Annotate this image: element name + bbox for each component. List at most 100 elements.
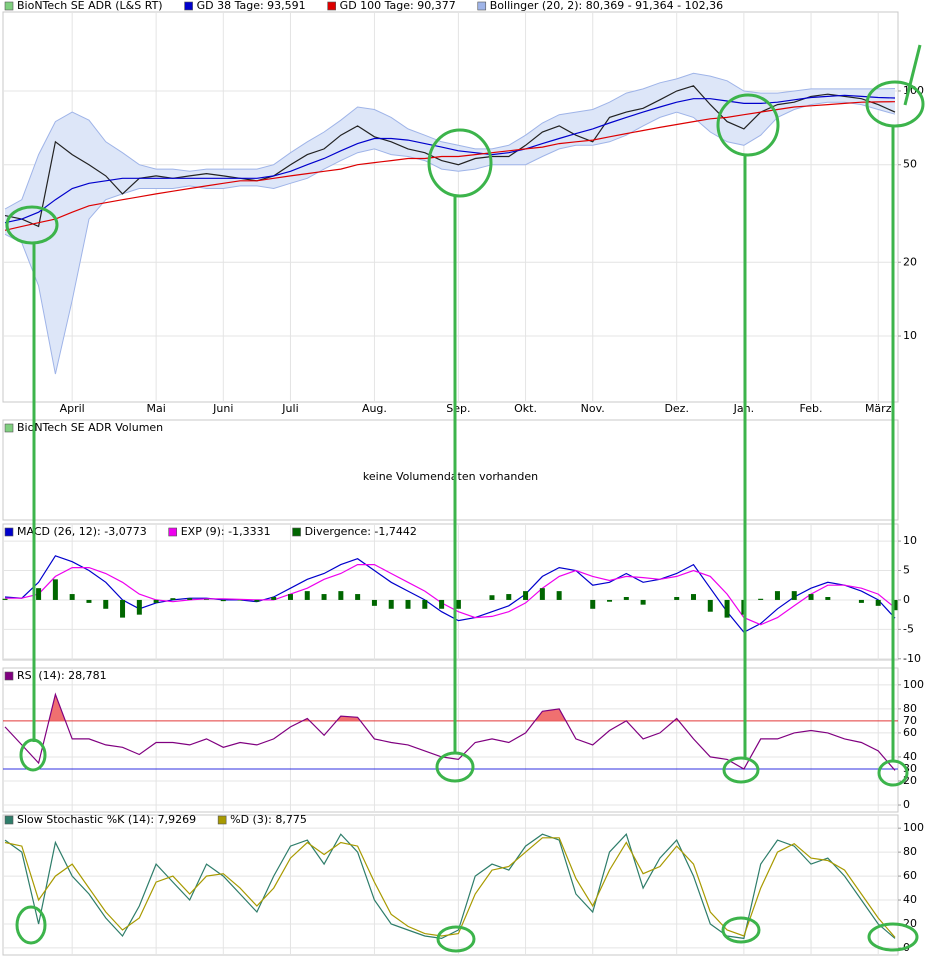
x-tick-label: Nov. <box>581 402 605 415</box>
legend-swatch <box>4 423 14 433</box>
y-tick-label: 5 <box>903 564 910 577</box>
bar <box>86 599 92 603</box>
legend-swatch <box>292 527 301 537</box>
legend-swatch <box>4 527 14 537</box>
bar <box>724 599 730 618</box>
annotation-circle <box>867 922 919 952</box>
band-area <box>5 73 895 374</box>
bar <box>136 599 142 615</box>
y-tick-label: 20 <box>903 255 917 268</box>
series-line <box>4 101 896 231</box>
y-tick-label: -10 <box>903 652 921 665</box>
bar <box>237 599 243 601</box>
annotation-circle <box>427 128 493 198</box>
y-tick-label: 10 <box>903 329 917 342</box>
bar <box>204 599 210 600</box>
y-tick-label: 10 <box>903 534 917 547</box>
y-tick-label: 40 <box>903 750 917 763</box>
bar <box>825 597 831 600</box>
bar <box>371 599 377 606</box>
legend-swatch <box>327 1 336 11</box>
legend-swatch <box>217 815 227 825</box>
y-tick-label: 80 <box>903 845 917 858</box>
y-tick-label: 80 <box>903 702 917 715</box>
y-tick-label: 0 <box>903 798 910 811</box>
legend-label: MACD (26, 12): -3,0773 <box>17 525 147 538</box>
y-tick-label: 100 <box>903 821 924 834</box>
bar <box>2 598 8 600</box>
annotation-circle <box>436 925 476 953</box>
bar <box>523 591 529 600</box>
bar <box>455 599 461 609</box>
legend-swatch <box>4 671 14 681</box>
bar <box>875 599 881 606</box>
bar <box>556 591 562 600</box>
bar <box>858 599 864 603</box>
bar <box>774 591 780 600</box>
panel-frame <box>2 814 899 956</box>
x-tick-label: Aug. <box>362 402 387 415</box>
x-tick-label: Dez. <box>664 402 689 415</box>
x-tick-label: Juni <box>212 402 233 415</box>
bar <box>220 599 226 602</box>
bar <box>489 595 495 600</box>
annotation-circle <box>19 738 47 772</box>
annotation-circle <box>877 759 909 787</box>
legend-swatch <box>477 1 487 11</box>
legend-label: %D (3): 8,775 <box>230 813 307 826</box>
y-tick-label: 60 <box>903 726 917 739</box>
y-tick-label: 40 <box>903 893 917 906</box>
bar <box>791 591 797 600</box>
bar <box>103 599 109 609</box>
bar <box>808 594 814 600</box>
annotation-circle <box>722 756 760 784</box>
bar <box>36 588 42 600</box>
x-tick-label: Jan. <box>733 402 754 415</box>
bar <box>758 598 764 600</box>
panel-frame <box>2 523 899 661</box>
series-line <box>4 837 896 938</box>
bar <box>405 599 411 609</box>
band-lower <box>4 101 896 375</box>
bar <box>640 599 646 605</box>
annotation-circle <box>716 93 780 157</box>
y-tick-label: 0 <box>903 593 910 606</box>
bar <box>69 594 75 600</box>
legend-label: Divergence: -1,7442 <box>305 525 417 538</box>
annotation-circle <box>15 905 47 945</box>
bar <box>287 594 293 600</box>
bar <box>271 597 277 600</box>
annotations <box>5 44 925 953</box>
bar <box>623 597 629 600</box>
y-tick-label: 50 <box>903 158 917 171</box>
band-upper <box>4 72 896 210</box>
annotation-circle <box>865 80 925 128</box>
legend-label: GD 100 Tage: 90,377 <box>340 0 456 12</box>
annotation-circle <box>721 916 761 944</box>
series-line <box>4 94 896 224</box>
bar <box>338 591 344 600</box>
legend-label: Bollinger (20, 2): 80,369 - 91,364 - 102… <box>490 0 723 12</box>
legend-label: GD 38 Tage: 93,591 <box>197 0 306 12</box>
legend-label: RSI (14): 28,781 <box>17 669 107 682</box>
legend-label: BioNTech SE ADR (L&S RT) <box>17 0 163 12</box>
reference-label: 70 <box>903 714 917 727</box>
bar <box>892 599 898 611</box>
y-tick-label: 60 <box>903 869 917 882</box>
bar <box>355 594 361 600</box>
x-tick-label: Feb. <box>800 402 823 415</box>
y-tick-label: 100 <box>903 678 924 691</box>
x-tick-label: Okt. <box>514 402 537 415</box>
no-data-message: keine Volumendaten vorhanden <box>363 470 538 483</box>
legend-swatch <box>168 527 178 537</box>
legend-swatch <box>4 815 14 825</box>
bar <box>422 599 428 609</box>
panel-frame <box>2 419 899 521</box>
bar <box>321 594 327 600</box>
bar <box>170 598 176 600</box>
series-line <box>4 85 896 228</box>
legend-label: Slow Stochastic %K (14): 7,9269 <box>17 813 196 826</box>
series-line <box>4 692 896 771</box>
bar <box>506 594 512 600</box>
